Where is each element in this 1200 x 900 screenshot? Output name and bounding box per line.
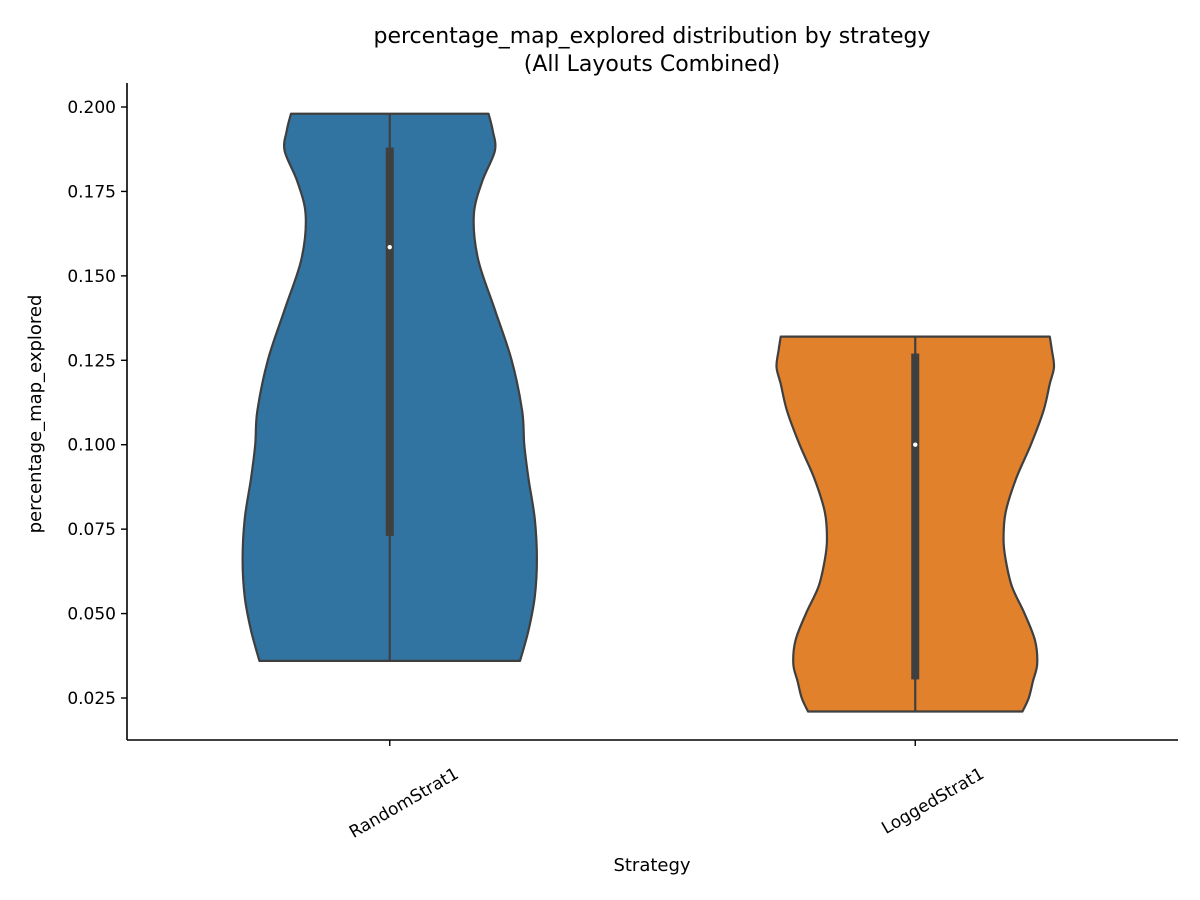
- median-point-loggedstrat1: [913, 442, 918, 447]
- y-tick-label: 0.100: [67, 436, 116, 456]
- x-tick-label: RandomStrat1: [346, 764, 462, 843]
- chart-title-line1: percentage_map_explored distribution by …: [374, 24, 931, 49]
- y-axis-label: percentage_map_explored: [25, 295, 46, 534]
- iqr-box-randomstrat1: [385, 147, 394, 536]
- x-axis-label: Strategy: [613, 855, 690, 876]
- y-tick-label: 0.125: [67, 351, 116, 371]
- chart-title-line2: (All Layouts Combined): [524, 52, 780, 77]
- median-point-randomstrat1: [387, 244, 392, 250]
- iqr-box-loggedstrat1: [911, 353, 920, 680]
- plot-area: [241, 112, 1056, 713]
- y-tick-label: 0.050: [67, 605, 116, 625]
- y-tick-label: 0.075: [67, 520, 116, 540]
- y-tick-label: 0.200: [67, 98, 116, 118]
- x-tick-label: LoggedStrat1: [878, 764, 987, 839]
- y-tick-label: 0.175: [67, 182, 116, 202]
- y-tick-label: 0.150: [67, 267, 116, 287]
- y-tick-label: 0.025: [67, 689, 116, 709]
